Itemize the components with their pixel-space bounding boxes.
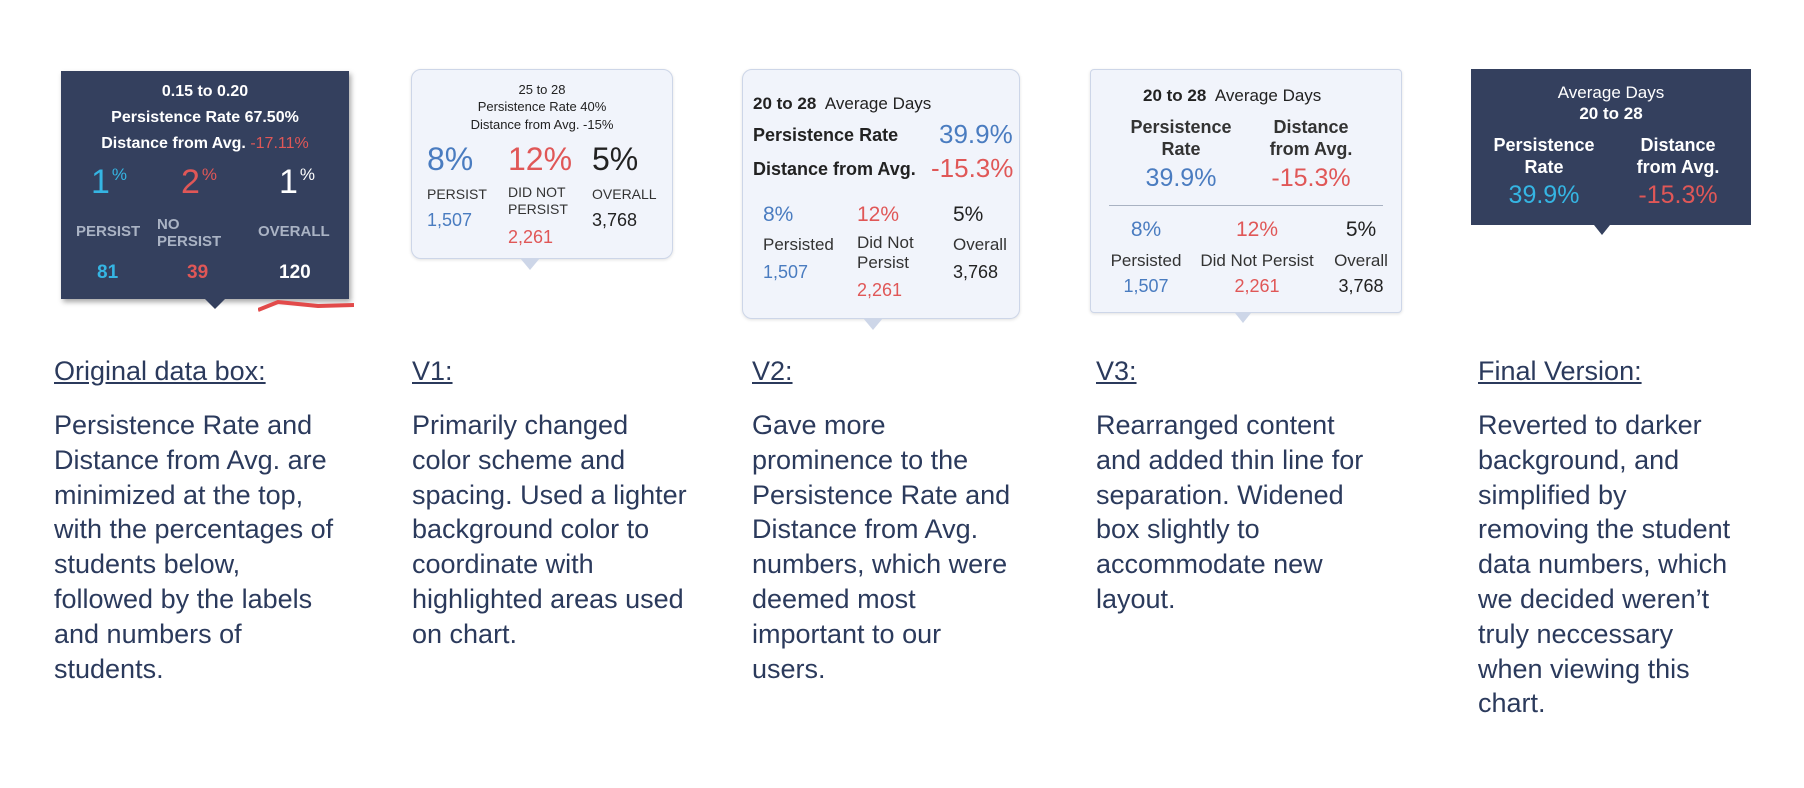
original-overall-pct: 1% [279,163,316,201]
v3-data-box: 20 to 28 Average Days Persistence Rate Di… [1090,69,1402,313]
v3-pointer [1235,313,1251,323]
v2-range: 20 to 28 Average Days [753,94,932,113]
v2-label-overall: Overall [953,235,1007,254]
original-label-persist: PERSIST [76,223,141,240]
final-data-box: Average Days 20 to 28 Persistence Rate Di… [1471,69,1751,225]
final-pointer [1594,225,1610,235]
final-distance-value: -15.3% [1638,181,1718,209]
v2-overall-n: 3,768 [953,262,999,282]
final-persistence-label: Persistence Rate [1493,135,1595,177]
caption-v3-body: Rearranged content and added thin line f… [1096,410,1364,614]
chart-highlight-fragment [258,299,354,312]
v3-separator [1109,205,1383,206]
original-range: 0.15 to 0.20 [161,83,249,100]
v2-pointer [863,318,883,330]
v1-persist-pct: 8% [427,141,474,177]
v3-persistence-label: Persistence Rate [1130,117,1232,159]
v3-overall-n: 3,768 [1338,276,1384,296]
v2-distance-value: -15.3% [931,153,1014,183]
v1-data-box: 25 to 28 Persistence Rate 40% Distance f… [411,69,673,259]
v2-persistence-value: 39.9% [939,119,1013,149]
original-nopersist-pct: 2% [181,163,218,201]
original-overall-n: 120 [279,262,311,283]
v3-range: 20 to 28 Average Days [1143,86,1322,105]
v3-overall-pct: 5% [1345,218,1377,241]
v2-data-box: 20 to 28 Average Days Persistence Rate 3… [742,69,1020,319]
caption-v2-body: Gave more prominence to the Persistence … [752,410,1011,684]
v3-label-persist: Persisted [1110,251,1182,270]
v1-persist-n: 1,507 [427,210,473,230]
v2-persist-pct: 8% [763,203,794,226]
final-distance-label: Distance from Avg. [1636,135,1720,177]
caption-final-body: Reverted to darker background, and simpl… [1478,410,1731,719]
final-title: Average Days [1557,83,1665,102]
v2-overall-pct: 5% [953,203,984,226]
v1-range: 25 to 28 [518,82,566,97]
v1-overall-pct: 5% [592,141,639,177]
v3-didnot-n: 2,261 [1234,276,1280,296]
v2-distance-label: Distance from Avg. [753,159,916,179]
final-persistence-value: 39.9% [1508,181,1580,209]
v3-distance-value: -15.3% [1271,164,1351,192]
original-label-nopersist: NO PERSIST [157,216,222,250]
v2-label-persist: Persisted [763,235,834,254]
original-persist-pct: 1% [91,163,128,201]
caption-v2-title: V2: [752,356,793,386]
v1-label-overall: OVERALL [592,186,657,202]
caption-v3-title: V3: [1096,356,1137,386]
original-persistence: Persistence Rate 67.50% [111,109,299,126]
v2-persist-n: 1,507 [763,262,809,282]
original-label-overall: OVERALL [258,223,330,240]
v2-label-didnot: Did Not Persist [857,233,914,272]
v1-distance: Distance from Avg. -15% [470,117,614,132]
original-pointer [205,299,225,309]
v1-label-didnot: DID NOT PERSIST [508,184,568,217]
v1-persistence: Persistence Rate 40% [477,99,607,114]
v3-label-didnot: Did Not Persist [1200,251,1314,270]
v3-persistence-value: 39.9% [1145,164,1217,192]
v1-overall-n: 3,768 [592,210,638,230]
original-nopersist-n: 39 [187,262,209,283]
v1-didnot-pct: 12% [508,141,573,177]
caption-v1-title: V1: [412,356,453,386]
final-range: 20 to 28 [1579,104,1643,123]
v3-didnot-pct: 12% [1235,218,1279,241]
v3-label-overall: Overall [1334,251,1388,270]
original-distance-label: Distance from Avg. [101,135,246,152]
original-distance: Distance from Avg. -17.11% [61,135,349,153]
original-distance-value: -17.11% [250,135,309,152]
v1-pointer [520,258,540,270]
v2-persistence-label: Persistence Rate [753,125,899,145]
v1-label-persist: PERSIST [427,186,487,202]
caption-v1-body: Primarily changed color scheme and spaci… [412,410,687,649]
v2-didnot-n: 2,261 [857,280,903,300]
caption-final-title: Final Version: [1478,356,1642,386]
original-data-box: 0.15 to 0.20 Persistence Rate 67.50% Dis… [61,71,349,299]
v1-didnot-n: 2,261 [508,227,554,247]
caption-original-body: Persistence Rate and Distance from Avg. … [54,410,334,684]
v2-didnot-pct: 12% [857,203,900,226]
v3-persist-n: 1,507 [1123,276,1169,296]
original-persist-n: 81 [97,262,119,283]
v3-distance-label: Distance from Avg. [1269,117,1353,159]
caption-original-title: Original data box: [54,356,266,386]
v3-persist-pct: 8% [1130,218,1162,241]
